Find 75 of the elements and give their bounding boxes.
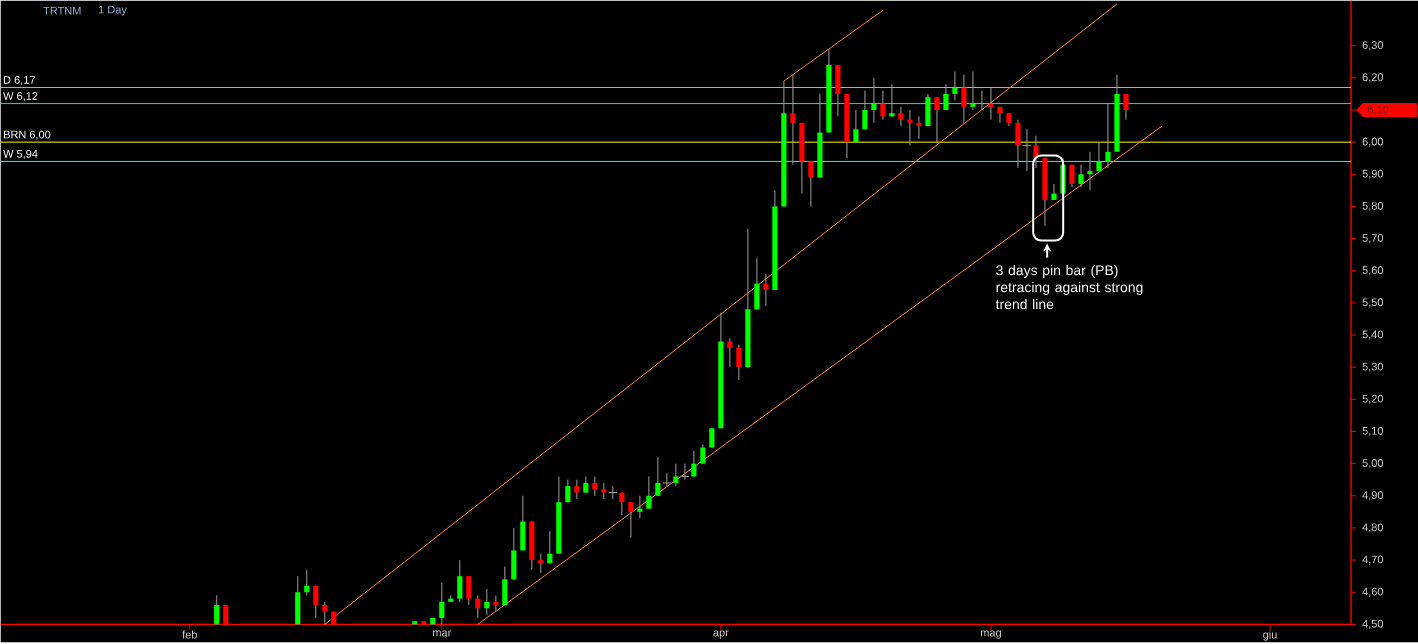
- candlestick: [457, 559, 463, 603]
- candlestick: [916, 115, 922, 140]
- candlestick: [1105, 102, 1111, 169]
- candlestick: [1078, 163, 1084, 188]
- candlestick: [997, 106, 1003, 124]
- candlestick: [889, 83, 895, 117]
- candlestick: [790, 73, 796, 165]
- candlestick: [646, 475, 652, 509]
- y-tick-label: 5,30: [1362, 362, 1384, 372]
- candlestick: [1087, 151, 1093, 191]
- candlestick: [709, 427, 715, 448]
- x-tick-label: apr: [713, 630, 729, 639]
- y-tick-label: 6,00: [1362, 137, 1384, 147]
- candlestick: [961, 73, 967, 124]
- candlestick: [880, 90, 886, 120]
- text: 6,10: [1367, 105, 1389, 115]
- y-tick-label: 4,70: [1362, 555, 1384, 565]
- y-tick-label: 5,20: [1362, 394, 1384, 404]
- candlestick: [655, 456, 661, 497]
- candlestick: [628, 501, 634, 538]
- candlestick: [691, 450, 697, 477]
- x-tick-label: mag: [980, 630, 1001, 639]
- ref-line-label: BRN 6,00: [4, 130, 51, 140]
- y-tick-label: 4,50: [1362, 619, 1384, 629]
- y-tick-label: 5,00: [1362, 458, 1384, 469]
- candlestick: [898, 106, 904, 127]
- candlestick: [952, 70, 958, 101]
- y-tick-label: 5,70: [1362, 233, 1384, 243]
- x-tick-label: feb: [182, 630, 197, 639]
- x-tick-label: giu: [1263, 630, 1277, 641]
- ref-line-label: W 5,94: [3, 149, 38, 159]
- candlestick: [907, 109, 913, 146]
- y-tick-label: 5,40: [1362, 330, 1384, 340]
- y-tick-label: 5,60: [1362, 266, 1384, 276]
- chart-subtitle: 1 Day: [99, 5, 127, 16]
- candlestick: [466, 575, 472, 606]
- candlestick: [673, 462, 679, 487]
- y-tick-label: 4,60: [1362, 587, 1384, 597]
- y-tick-label: 4,80: [1362, 523, 1384, 533]
- candlestick: [475, 594, 481, 619]
- candlestick: [1096, 141, 1102, 172]
- y-tick-label: 6,20: [1362, 73, 1384, 83]
- candlestick: [1051, 183, 1057, 201]
- y-tick-label: 4,90: [1362, 491, 1384, 501]
- y-tick-label: 5,50: [1362, 298, 1384, 308]
- candlestick: [727, 337, 733, 368]
- candlestick: [1123, 93, 1129, 120]
- candlestick: [439, 581, 445, 625]
- ref-line-label: W 6,12: [3, 91, 38, 101]
- candlestick: [808, 160, 814, 207]
- y-tick-label: 5,80: [1362, 201, 1384, 211]
- y-tick-label: 6,30: [1362, 40, 1384, 51]
- candlestick: [862, 90, 868, 130]
- candlestick: [484, 588, 490, 616]
- candlestick: [547, 530, 553, 564]
- y-tick-label: 5,10: [1362, 426, 1384, 436]
- candlestick: [1033, 135, 1039, 169]
- candlestick: [853, 109, 859, 143]
- candlestick: [943, 83, 949, 111]
- candlestick: [934, 96, 940, 143]
- y-tick-label: 5,90: [1362, 169, 1384, 179]
- candlestick: [592, 475, 598, 497]
- candlestick: [970, 70, 976, 111]
- x-tick-label: mar: [433, 630, 452, 637]
- candlestick: [574, 479, 580, 500]
- candlestick: [988, 86, 994, 120]
- candlestick: [700, 443, 706, 464]
- candlestick: [736, 344, 742, 381]
- candlestick: [763, 273, 769, 307]
- candlestick: [871, 77, 877, 124]
- ref-line-label: D 6,17: [4, 75, 35, 85]
- candlestick: [1015, 118, 1021, 169]
- chart-title: TRTNM: [43, 6, 81, 15]
- candlestick: [601, 482, 607, 500]
- annotation: 3 days pin bar (PB) retracing against strong trend line: [995, 264, 1143, 310]
